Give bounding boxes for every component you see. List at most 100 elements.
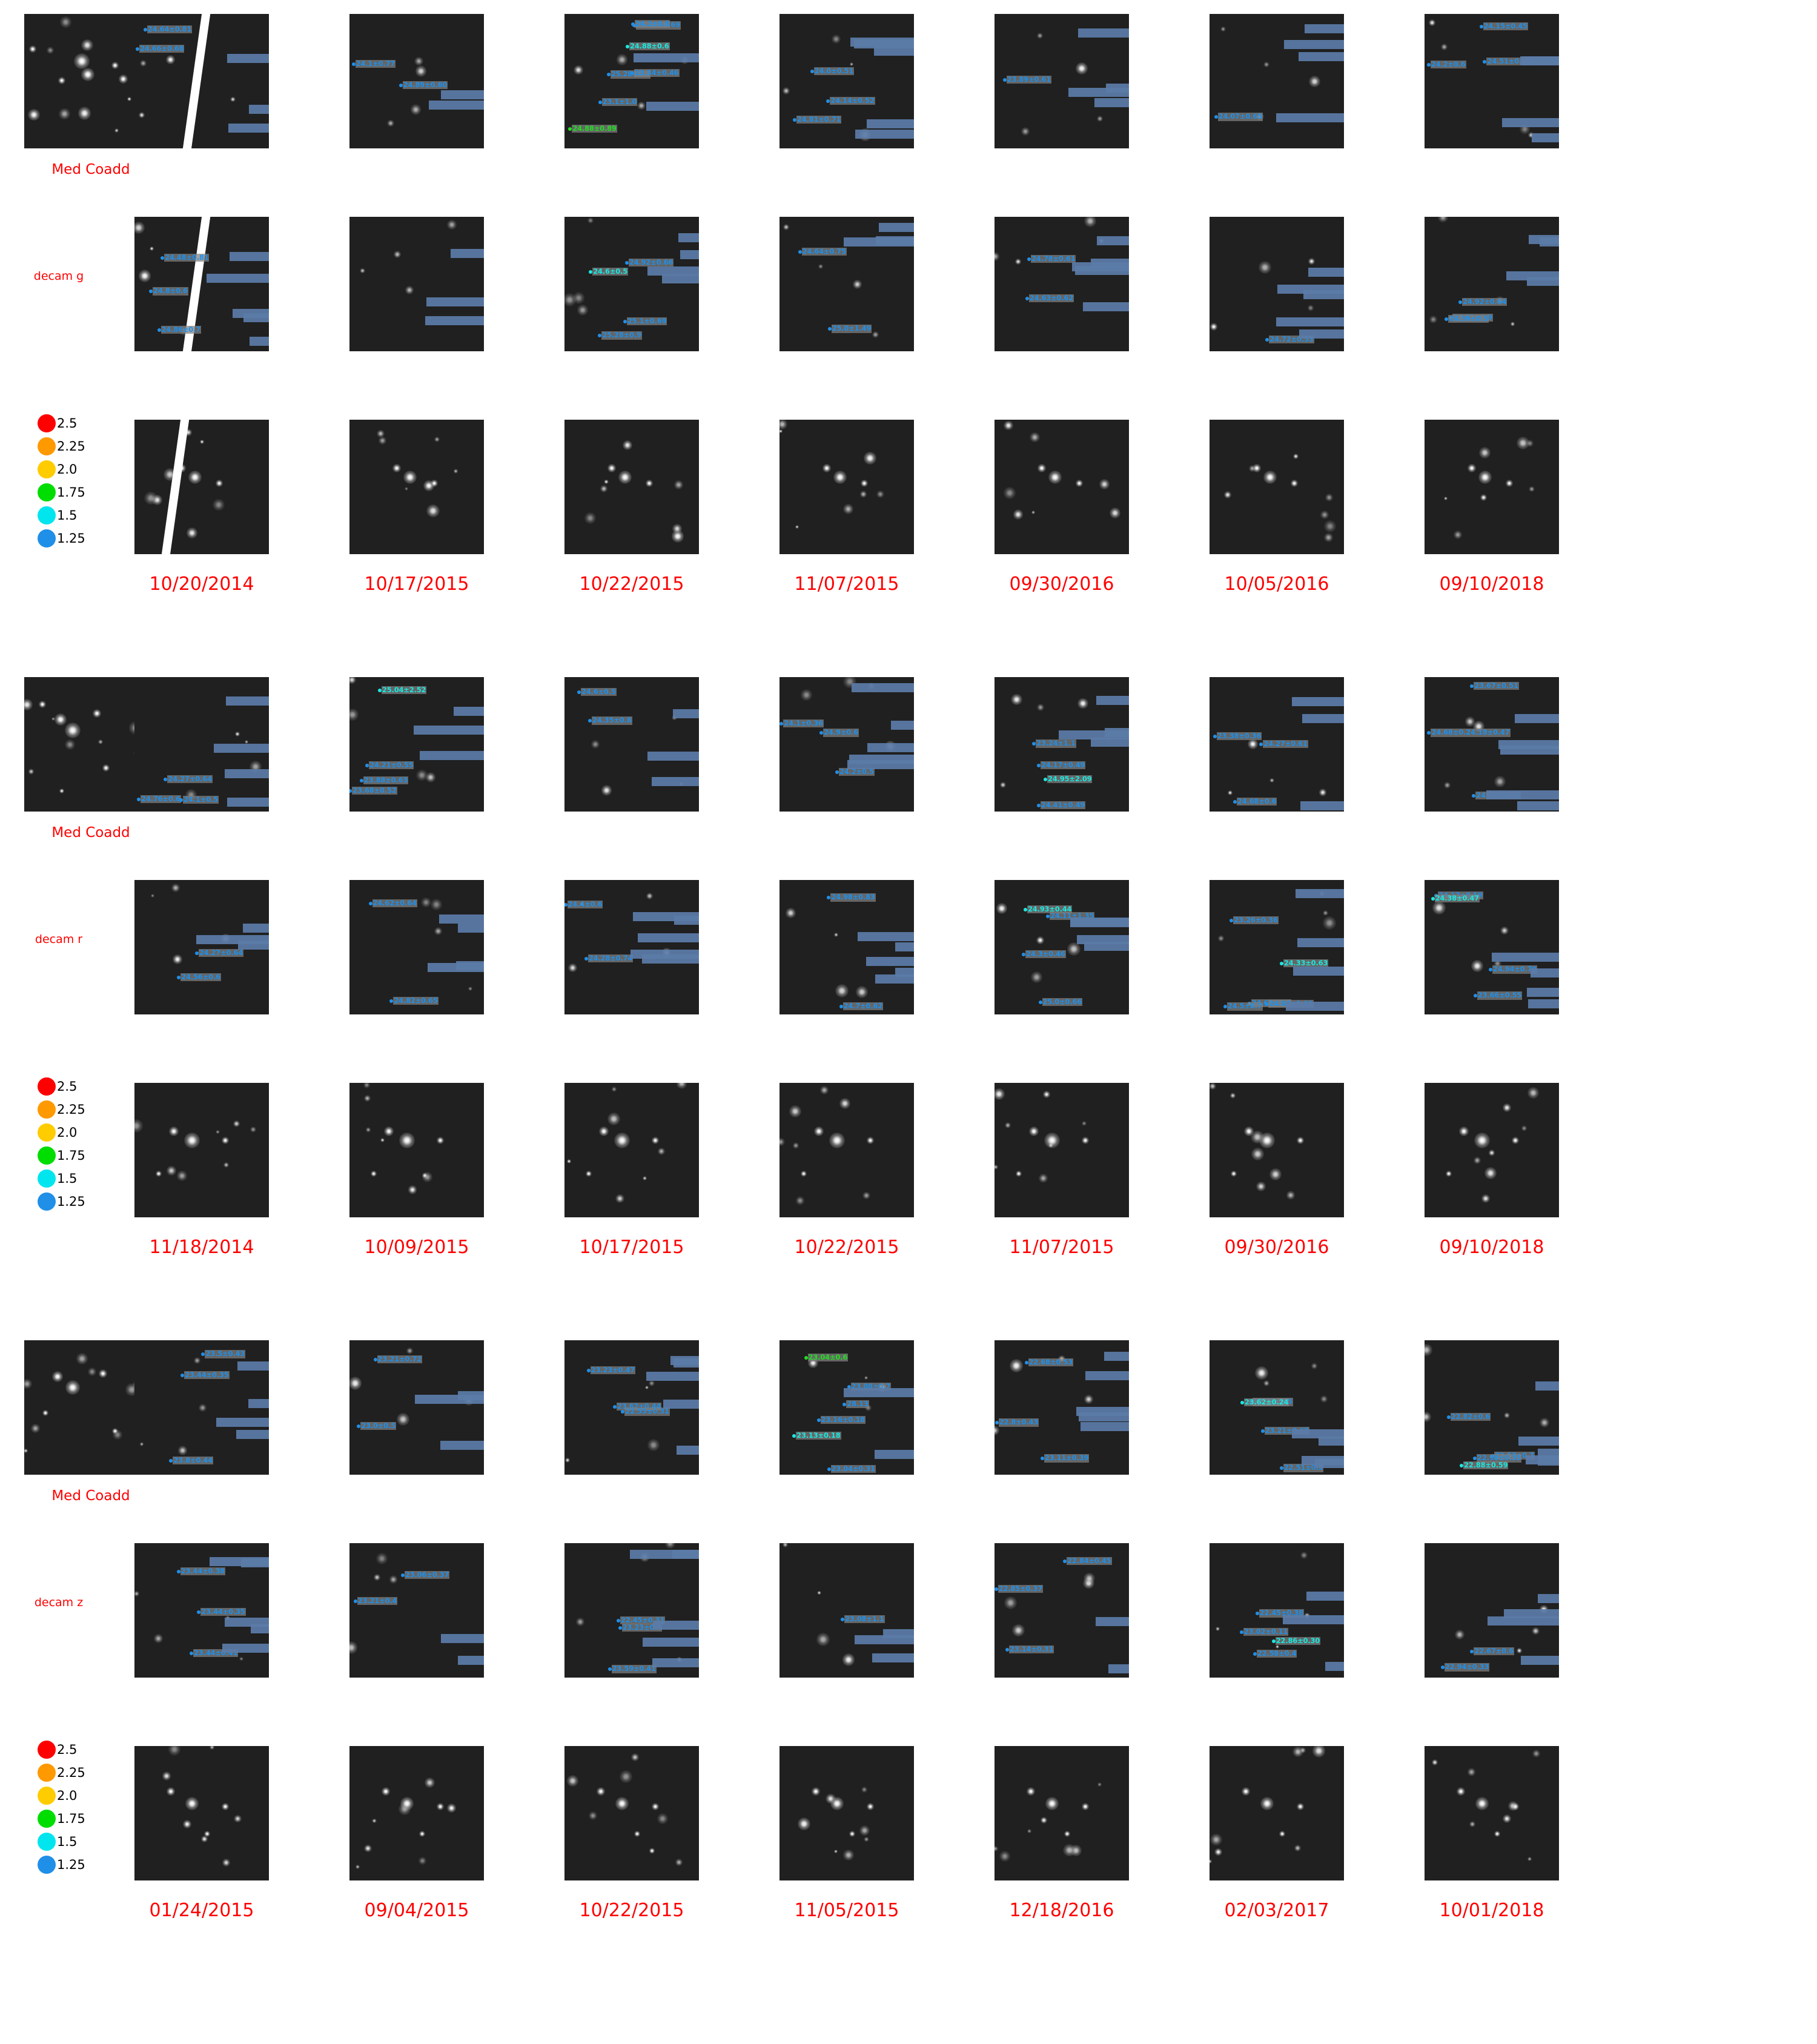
magnitude-label: 24.93±0.44: [1027, 905, 1073, 914]
science-image-panel: 050100150200050100150200: [540, 1072, 723, 1254]
detection-panel: 05010015020005010015020024.35±0.824.6±0.…: [540, 666, 723, 848]
cutout-image: 050100150200050100150200: [995, 1083, 1129, 1217]
point-source: [831, 34, 841, 44]
bright-source: [52, 1371, 63, 1382]
magnitude-label: 23.62±0.24: [1243, 1398, 1289, 1407]
point-source: [235, 732, 240, 736]
magnitude-label: 24.27±0.64: [167, 775, 213, 784]
flux-bar: [652, 776, 699, 786]
bright-source: [1044, 1133, 1060, 1148]
flux-bar: [196, 935, 269, 945]
flux-bar: [875, 1450, 914, 1460]
detection-panel: 05010015020005010015020022.82±0.622.53±0…: [1400, 1329, 1583, 1511]
point-source: [59, 789, 64, 794]
detection-marker: [1460, 1463, 1464, 1467]
cutout-image: 05010015020005010015020022.85±0.3723.14±…: [995, 1543, 1129, 1678]
magnitude-label: 24.27±0.61: [1263, 739, 1308, 748]
science-image-panel: 050100150200050100150200: [325, 409, 508, 590]
point-source: [434, 927, 442, 936]
bright-source: [29, 45, 36, 53]
cutout-image: 050100150200050100150200: [1210, 1083, 1344, 1217]
point-source: [177, 1171, 187, 1181]
detection-panel: 05010015020005010015020024.56±0.624.27±0…: [110, 869, 293, 1051]
point-source: [76, 1352, 88, 1364]
bright-source: [1253, 464, 1261, 472]
magnitude-label: 25.28±0.9: [601, 331, 642, 340]
flux-bar: [1302, 713, 1344, 723]
magnitude-label: 22.85±0.37: [998, 1584, 1043, 1593]
point-source: [168, 1746, 180, 1756]
point-source: [995, 1846, 998, 1852]
legend-item-2-5: 2.5: [38, 1738, 85, 1761]
point-source: [649, 1848, 655, 1854]
detection-marker: [1063, 1559, 1067, 1564]
sigma-2.25-dot: [38, 1764, 56, 1782]
flux-bar: [647, 751, 699, 761]
magnitude-label: 24.8±0.6: [153, 286, 188, 296]
flux-bar: [1284, 39, 1344, 49]
bright-source: [607, 464, 616, 472]
flux-bar: [1299, 329, 1344, 339]
detection-panel: 05010015020005010015020024.72±0.53: [1185, 206, 1368, 388]
cutout-image: 05010015020005010015020022.67±0.622.94±0…: [1425, 1543, 1559, 1678]
point-source: [1248, 739, 1258, 750]
point-source: [1438, 217, 1448, 223]
detection-marker: [1027, 257, 1031, 261]
bright-source: [1260, 1797, 1274, 1810]
cutout-image: 05010015020005010015020022.58±0.423.02±0…: [1210, 1543, 1344, 1678]
magnitude-label: 24.88±0.89: [572, 124, 617, 133]
bright-source: [58, 77, 65, 84]
flux-bar: [1070, 918, 1129, 927]
detection-marker: [827, 896, 831, 900]
point-source: [1453, 530, 1463, 539]
detection-marker: [137, 798, 141, 802]
magnitude-label: 22.8±0.43: [998, 1418, 1039, 1427]
point-source: [1467, 1768, 1476, 1776]
bright-source: [646, 480, 653, 487]
detection-marker: [1044, 778, 1048, 782]
magnitude-label: 22.51±0.3: [1283, 1463, 1324, 1472]
flux-bar: [891, 721, 914, 730]
magnitude-label: 23.38±0.36: [1216, 731, 1262, 740]
point-source: [587, 217, 594, 223]
point-source: [1481, 1194, 1491, 1203]
detection-marker: [1005, 1647, 1009, 1652]
bright-source: [99, 1369, 107, 1378]
point-source: [1263, 61, 1269, 68]
flux-bar: [441, 90, 484, 99]
point-source: [839, 1097, 851, 1110]
magnitude-label: 24.1±0.36: [783, 718, 824, 727]
detection-marker: [1022, 952, 1026, 956]
point-source: [364, 1844, 372, 1853]
point-source: [1307, 304, 1314, 311]
bright-source: [204, 1831, 210, 1837]
detection-marker: [1240, 1401, 1244, 1405]
bright-source: [634, 1831, 640, 1837]
science-image-panel: 0501001502000100200: [970, 1735, 1153, 1917]
point-source: [1070, 1845, 1082, 1857]
flux-bar: [1085, 1371, 1129, 1381]
bright-source: [1082, 1137, 1089, 1144]
bright-source: [400, 1797, 414, 1810]
bright-source: [614, 1133, 630, 1148]
magnitude-label: 24.35±0.8: [592, 716, 632, 725]
flux-bar: [1319, 1437, 1344, 1446]
med-coadd-caption: Med Coadd: [51, 1488, 130, 1504]
point-source: [1508, 1801, 1518, 1811]
point-source: [1455, 1629, 1465, 1639]
date-label: 10/17/2015: [579, 1237, 684, 1258]
flux-bar: [1491, 952, 1559, 962]
bright-source: [1045, 1797, 1059, 1810]
point-source: [1027, 1829, 1031, 1833]
flux-bar: [439, 914, 484, 924]
detection-panel: 05010015020005010015020022.68±0.5322.8±0…: [970, 1329, 1153, 1511]
detection-marker: [197, 1610, 201, 1614]
detection-marker: [1255, 1612, 1259, 1616]
point-source: [425, 772, 436, 782]
legend-item-2-25: 2.25: [38, 1098, 85, 1121]
detection-marker: [618, 1626, 622, 1630]
point-source: [589, 1811, 598, 1820]
detection-marker: [1458, 300, 1462, 304]
point-source: [1031, 510, 1036, 514]
point-source: [59, 108, 70, 120]
